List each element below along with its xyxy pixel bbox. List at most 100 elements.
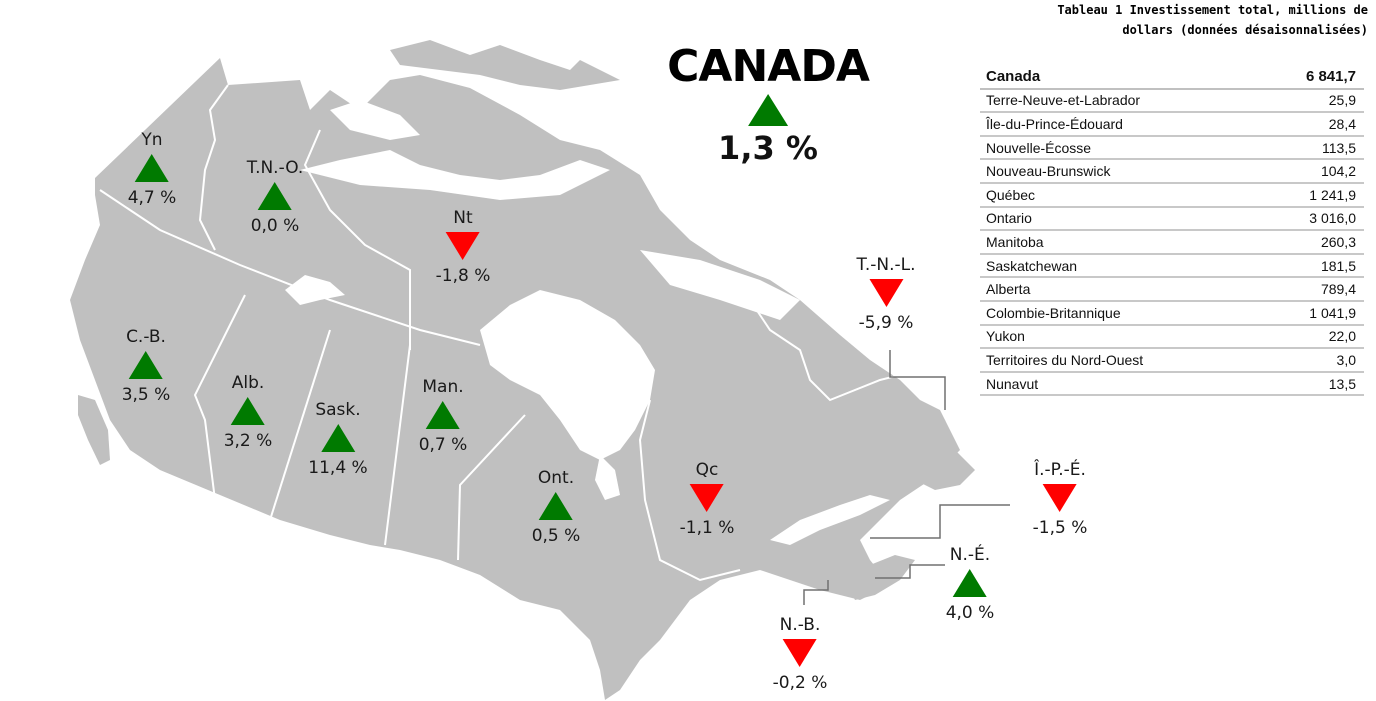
region-abbr: C.-B.: [126, 327, 166, 347]
border-quebec-labrador: [749, 299, 921, 402]
region-alberta: Alb. 3,2 %: [224, 373, 273, 451]
row-value: 113,5: [1256, 135, 1364, 161]
region-nova-scotia: N.-É. 4,0 %: [946, 545, 995, 623]
up-arrow-icon: [747, 94, 788, 126]
row-label: Nunavut: [980, 371, 1257, 397]
baffin-strait: [640, 250, 800, 320]
region-abbr: Yn: [141, 130, 163, 150]
region-nunavut: Nt -1,8 %: [436, 208, 491, 286]
border-alberta-sask: [269, 329, 331, 521]
national-change: 1,3 %: [718, 129, 818, 167]
table-title-line-1: Tableau 1 Investissement total, millions…: [1057, 3, 1368, 17]
row-value: 22,0: [1256, 324, 1364, 350]
table-row: Saskatchewan 181,5: [980, 253, 1364, 279]
table-row-total: Canada 6 841,7: [980, 66, 1364, 90]
hudson-bay: [480, 290, 655, 460]
border-yukon-nwt: [198, 84, 229, 251]
up-arrow-icon: [129, 351, 163, 379]
border-yukon-bc: [99, 189, 481, 346]
table-title: Tableau 1 Investissement total, millions…: [948, 0, 1368, 40]
region-abbr: Alb.: [231, 373, 265, 393]
row-label: Colombie-Britannique: [980, 300, 1257, 326]
row-label: Terre-Neuve-et-Labrador: [980, 88, 1257, 114]
james-bay: [595, 455, 620, 500]
arctic-channel: [300, 150, 610, 200]
region-abbr: N.-É.: [949, 545, 991, 565]
row-value: 13,5: [1256, 371, 1364, 397]
region-abbr: T.-N.-L.: [856, 255, 916, 275]
region-abbr: Î.-P.-É.: [1034, 460, 1086, 480]
region-change: 4,7 %: [127, 188, 177, 208]
region-change: 0,7 %: [418, 435, 468, 455]
great-bear-lake: [285, 275, 345, 305]
region-abbr: Sask.: [315, 400, 361, 420]
region-quebec: Qc -1,1 %: [680, 460, 735, 538]
up-arrow-icon: [426, 401, 460, 429]
row-label: Manitoba: [980, 230, 1257, 255]
row-value: 3 016,0: [1256, 206, 1364, 232]
row-label: Alberta: [980, 277, 1257, 302]
table-row: Alberta 789,4: [980, 277, 1364, 302]
region-pei: Î.-P.-É. -1,5 %: [1033, 460, 1088, 538]
leader-ns: [875, 564, 945, 579]
region-change: 11,4 %: [308, 458, 368, 478]
row-value: 3,0: [1256, 348, 1364, 373]
region-abbr: Ont.: [537, 468, 575, 488]
row-label: Nouveau-Brunswick: [980, 159, 1257, 184]
region-change: -1,5 %: [1032, 518, 1088, 538]
down-arrow-icon: [782, 639, 817, 667]
up-arrow-icon: [953, 569, 987, 597]
table-row: Nouvelle-Écosse 113,5: [980, 135, 1364, 161]
row-label: Saskatchewan: [980, 253, 1257, 279]
up-arrow-icon: [539, 492, 573, 520]
region-change: 0,0 %: [250, 216, 300, 236]
row-value: 1 241,9: [1256, 182, 1364, 208]
border-sask-manitoba: [384, 344, 411, 546]
table-title-line-2: dollars (données désaisonnalisées): [1122, 23, 1368, 37]
row-label: Territoires du Nord-Ouest: [980, 348, 1257, 373]
row-value: 181,5: [1256, 253, 1364, 279]
table-row: Nouveau-Brunswick 104,2: [980, 159, 1364, 184]
border-nwt-nunavut: [303, 129, 411, 350]
leader-nb: [803, 580, 829, 605]
row-value: 260,3: [1256, 230, 1364, 255]
region-change: 0,5 %: [531, 526, 581, 546]
table-row: Colombie-Britannique 1 041,9: [980, 300, 1364, 326]
region-change: 3,2 %: [223, 431, 273, 451]
region-yukon: Yn 4,7 %: [128, 130, 177, 208]
row-value: 25,9: [1256, 88, 1364, 114]
region-bc: C.-B. 3,5 %: [122, 327, 171, 405]
table-row: Yukon 22,0: [980, 324, 1364, 350]
row-label: Nouvelle-Écosse: [980, 135, 1257, 161]
table-row: Île-du-Prince-Édouard 28,4: [980, 112, 1364, 137]
down-arrow-icon: [689, 484, 724, 512]
table-row: Manitoba 260,3: [980, 230, 1364, 255]
up-arrow-icon: [320, 424, 355, 452]
row-value: 1 041,9: [1256, 300, 1364, 326]
region-manitoba: Man. 0,7 %: [419, 377, 468, 455]
up-arrow-icon: [231, 397, 265, 425]
row-label: Québec: [980, 182, 1257, 208]
border-ontario-quebec: [638, 399, 741, 582]
table-row: Ontario 3 016,0: [980, 206, 1364, 232]
region-change: 3,5 %: [121, 385, 171, 405]
vancouver-island-shape: [78, 395, 110, 465]
down-arrow-icon: [868, 279, 903, 307]
table-row: Québec 1 241,9: [980, 182, 1364, 208]
up-arrow-icon: [135, 154, 169, 182]
region-ontario: Ont. 0,5 %: [532, 468, 581, 546]
newfoundland-shape: [900, 410, 975, 490]
leader-pei: [870, 504, 1010, 539]
down-arrow-icon: [1042, 484, 1077, 512]
region-abbr: Man.: [422, 377, 464, 397]
region-change: 4,0 %: [945, 603, 995, 623]
region-newfoundland-labrador: T.-N.-L. -5,9 %: [856, 255, 915, 333]
row-label: Ontario: [980, 206, 1257, 232]
border-manitoba-ontario: [457, 414, 526, 561]
arctic-channel-2: [330, 100, 420, 140]
down-arrow-icon: [445, 232, 480, 260]
region-nwt: T.N.-O. 0,0 %: [247, 158, 304, 236]
row-value: 104,2: [1256, 159, 1364, 184]
row-value: 28,4: [1256, 112, 1364, 137]
